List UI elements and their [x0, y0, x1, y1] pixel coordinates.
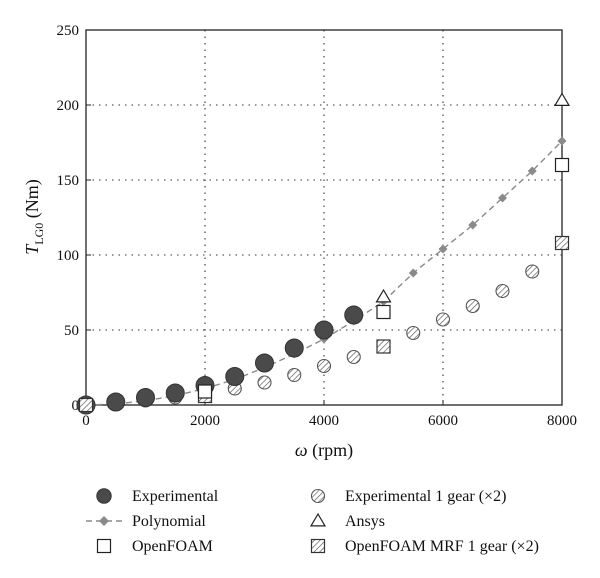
- y-tick-label: 250: [57, 23, 80, 39]
- y-axis-symbol: T: [22, 243, 42, 255]
- polynomial-line: [85, 140, 563, 406]
- data-point: [316, 358, 332, 374]
- data-point: [406, 325, 421, 341]
- x-tick-label: 8000: [547, 413, 577, 429]
- legend-label: Experimental: [132, 488, 219, 505]
- data-point: [375, 288, 392, 303]
- legend-label: OpenFOAM: [132, 538, 213, 555]
- data-point: [465, 298, 480, 314]
- x-tick-label: 4000: [309, 413, 339, 429]
- data-point: [106, 392, 126, 412]
- x-axis-symbol: ω: [295, 440, 308, 460]
- legend-marker: [96, 488, 112, 504]
- legend-item: OpenFOAM: [96, 538, 213, 555]
- data-point: [136, 388, 155, 407]
- legend-label: Ansys: [345, 513, 385, 530]
- data-point: [346, 349, 361, 365]
- data-point: [376, 339, 391, 354]
- legend-label: Experimental 1 gear (×2): [345, 488, 506, 505]
- legend-item: Experimental 1 gear (×2): [310, 488, 506, 505]
- data-point: [557, 136, 567, 146]
- data-point: [553, 92, 571, 107]
- legend-item: Ansys: [309, 512, 385, 530]
- legend-marker: [99, 516, 109, 526]
- legend-item: Experimental: [96, 488, 219, 505]
- data-point: [257, 375, 272, 390]
- data-point: [468, 220, 478, 230]
- legend-marker: [96, 538, 112, 554]
- legend-marker: [309, 512, 327, 527]
- y-tick-label: 100: [57, 248, 80, 264]
- legend: Experimental Experimental 1 gear (×2) Poly…: [86, 488, 539, 555]
- data-point: [525, 264, 540, 279]
- data-point: [284, 338, 304, 358]
- data-point: [408, 268, 418, 278]
- grid: [86, 30, 562, 405]
- y-tick-label: 0: [72, 398, 80, 414]
- x-tick-label: 2000: [190, 413, 220, 429]
- x-tick-label: 0: [82, 413, 90, 429]
- data-point: [344, 305, 364, 325]
- y-tick-label: 150: [57, 173, 80, 189]
- data-point: [255, 353, 274, 373]
- data-series: [76, 92, 571, 415]
- legend-item: OpenFOAM MRF 1 gear (×2): [310, 538, 539, 555]
- legend-marker: [310, 488, 326, 504]
- axis-ticks: 0 2000 4000 6000 8000 0 50 100 150 200 250: [57, 23, 578, 429]
- x-axis-unit: (rpm): [308, 440, 353, 461]
- y-tick-label: 200: [57, 98, 80, 114]
- data-point: [165, 383, 185, 403]
- data-point: [498, 193, 507, 203]
- y-axis-unit: (Nm): [22, 179, 43, 223]
- data-point: [287, 367, 302, 383]
- legend-label: OpenFOAM MRF 1 gear (×2): [345, 538, 539, 555]
- data-point: [495, 283, 510, 299]
- data-point: [554, 235, 570, 251]
- legend-label: Polynomial: [132, 513, 206, 530]
- data-point: [225, 367, 245, 386]
- data-point: [527, 166, 537, 176]
- series-experimental: [76, 305, 364, 415]
- x-axis-label: ω (rpm): [295, 440, 353, 461]
- y-tick-label: 50: [64, 323, 79, 339]
- y-axis-label: TLG0 (Nm): [22, 179, 46, 255]
- data-point: [197, 384, 213, 399]
- data-point: [376, 304, 391, 320]
- legend-marker: [310, 538, 326, 554]
- legend-item: Polynomial: [86, 513, 206, 530]
- data-point: [435, 312, 451, 327]
- x-tick-label: 6000: [428, 413, 458, 429]
- series-ansys: [375, 92, 571, 303]
- data-point: [78, 397, 94, 413]
- data-point: [314, 320, 334, 340]
- y-axis-subscript: LG0: [32, 223, 46, 245]
- data-point: [554, 157, 570, 173]
- series-openfoam: [197, 157, 570, 399]
- data-point: [438, 244, 448, 254]
